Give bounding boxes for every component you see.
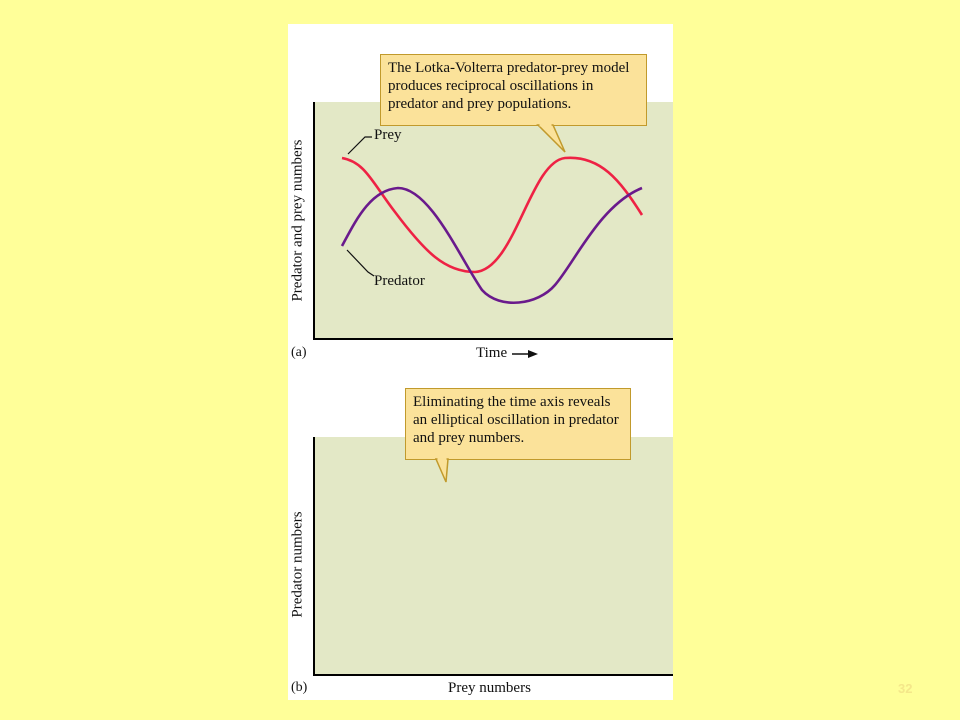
x-axis-a [313, 338, 673, 340]
y-axis-b [313, 437, 315, 676]
panel-label-b: (b) [291, 680, 308, 695]
y-axis-a [313, 102, 315, 340]
panel-label-a: (a) [291, 345, 307, 360]
slide-number: 32 [898, 681, 913, 696]
predator-leader-line [346, 249, 375, 277]
x-axis-label-a: Time [476, 345, 508, 361]
prey-curve [341, 156, 644, 274]
plot-area-b [314, 437, 673, 675]
callout-b: Eliminating the time axis reveals an ell… [405, 388, 631, 460]
callout-a: The Lotka-Volterra predator-prey model p… [380, 54, 647, 126]
predator-label: Predator [374, 273, 425, 289]
predator-curve [340, 186, 643, 304]
prey-leader-line [347, 136, 372, 155]
prey-label: Prey [374, 127, 402, 143]
x-axis-label-b: Prey numbers [448, 680, 531, 696]
y-axis-label-b: Predator numbers [289, 511, 306, 618]
time-arrow-icon [528, 350, 538, 358]
x-axis-b [313, 674, 673, 676]
